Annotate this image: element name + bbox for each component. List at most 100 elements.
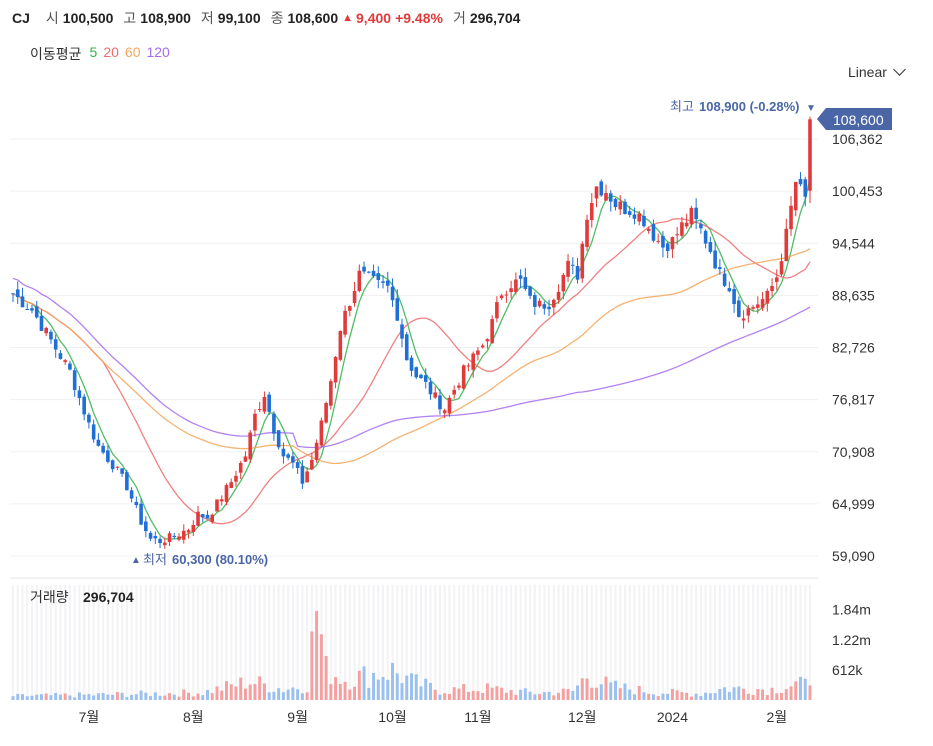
time-tick-label: 7월	[79, 709, 100, 725]
candle	[68, 360, 72, 371]
candle	[575, 258, 580, 284]
candle	[58, 350, 63, 360]
candle-body	[385, 280, 390, 286]
candle	[106, 445, 110, 464]
candle	[665, 242, 670, 259]
candle-body	[82, 396, 86, 415]
candle-body	[718, 267, 722, 270]
volume-bar	[82, 694, 86, 700]
candle	[82, 393, 86, 421]
candle	[77, 386, 82, 406]
candle-body	[499, 295, 504, 299]
volume-label: 거	[452, 10, 466, 26]
candle	[523, 268, 528, 291]
candle	[518, 269, 523, 289]
volume-bar	[77, 692, 81, 700]
candle	[808, 116, 812, 204]
volume-bar	[509, 690, 513, 700]
candle-body	[774, 277, 779, 282]
candle-body	[665, 243, 670, 252]
candle	[404, 331, 409, 361]
candle-body	[153, 536, 158, 539]
volume-bar	[689, 696, 693, 700]
volume-bar	[623, 683, 627, 700]
volume-bar	[613, 680, 617, 700]
volume-bar	[267, 692, 271, 700]
volume-bar	[324, 656, 328, 700]
candle	[765, 288, 770, 312]
ma-60-legend[interactable]: 60	[124, 44, 141, 60]
volume-bar	[35, 694, 39, 700]
candle	[348, 305, 352, 317]
high-annotation-arrow-icon: ▼	[806, 103, 816, 114]
volume-bar	[618, 688, 622, 700]
candle-body	[613, 198, 618, 208]
candle-body	[537, 300, 542, 307]
ma-5-legend[interactable]: 5	[89, 44, 98, 60]
candle	[793, 181, 798, 217]
volume-bar	[111, 694, 115, 700]
candle	[191, 520, 196, 537]
volume-bar	[158, 695, 162, 700]
candle-body	[699, 224, 703, 229]
ma-20-legend[interactable]: 20	[103, 44, 119, 60]
time-tick-label: 11월	[464, 709, 491, 725]
candle	[680, 216, 684, 239]
volume-bar	[206, 690, 210, 700]
volume-bar	[552, 695, 556, 700]
candle-body	[272, 413, 276, 434]
candle	[125, 469, 129, 491]
volume-bar	[780, 692, 784, 700]
candle-body	[300, 466, 305, 484]
candle-body	[63, 360, 67, 362]
volume-bar	[120, 692, 124, 700]
candle	[442, 408, 447, 419]
time-tick-label: 8월	[183, 709, 204, 725]
volume-bar	[101, 692, 105, 700]
scale-selector[interactable]: Linear	[848, 63, 906, 80]
volume-bar	[595, 687, 599, 700]
volume-bar	[661, 693, 665, 700]
candle	[727, 281, 732, 293]
candle-body	[438, 395, 442, 410]
candle	[381, 275, 385, 289]
candle	[333, 356, 338, 389]
volume-bar	[590, 687, 594, 700]
volume-bar	[357, 670, 361, 700]
change-arrow-icon: ▲	[342, 12, 354, 24]
candle	[253, 409, 257, 437]
candle	[153, 531, 158, 544]
candle-body	[291, 456, 295, 463]
candle-body	[793, 181, 798, 211]
candle-body	[779, 261, 784, 275]
candle	[115, 466, 120, 471]
candle	[224, 483, 229, 506]
low-annotation: ▲ 최저 60,300 (80.10%)	[131, 552, 268, 567]
volume-bar	[528, 691, 532, 700]
candle	[746, 304, 751, 323]
low-annotation-arrow-icon: ▲	[131, 555, 141, 566]
candle	[129, 487, 134, 503]
price-tick-label: 70,908	[832, 444, 875, 460]
candle	[594, 186, 599, 208]
candle-body	[381, 281, 385, 283]
candle-body	[96, 439, 101, 446]
candle	[376, 266, 381, 289]
candle	[87, 412, 91, 429]
moving-average-label: 이동평균	[30, 46, 82, 62]
candle	[566, 253, 570, 283]
candle-body	[219, 499, 224, 502]
ma-120-legend[interactable]: 120	[146, 44, 170, 60]
high-label: 고	[123, 10, 137, 26]
volume-bar	[16, 693, 20, 700]
volume-bar	[718, 689, 722, 700]
volume-bar	[239, 677, 243, 700]
volume-panel-label: 거래량	[30, 589, 69, 605]
candle-body	[210, 514, 215, 522]
volume-bar	[651, 694, 655, 700]
volume-bar	[713, 693, 717, 700]
volume-bar	[381, 676, 385, 700]
price-tick-label: 100,453	[832, 183, 883, 199]
volume-bar	[191, 696, 195, 700]
